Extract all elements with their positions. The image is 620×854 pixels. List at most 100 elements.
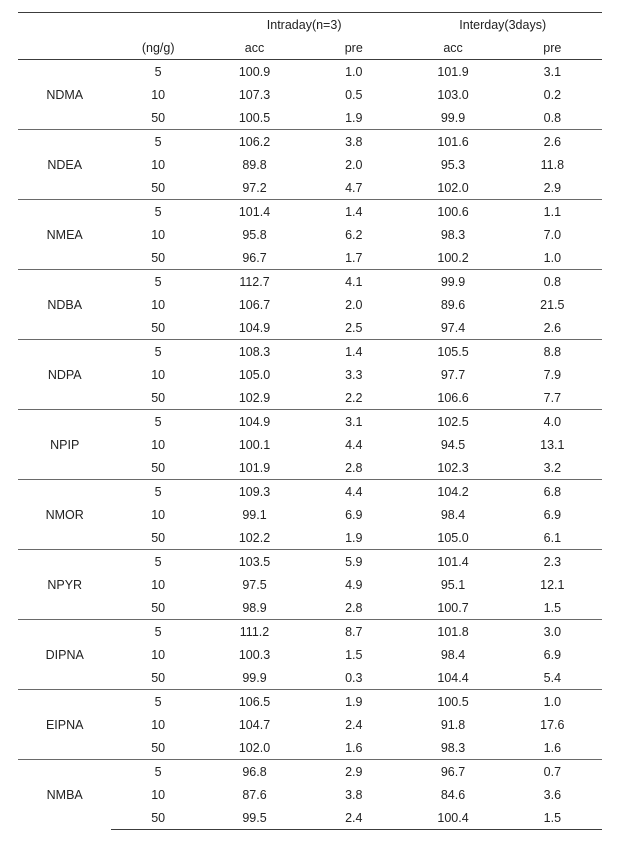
header-group-interday: Interday(3days) — [403, 13, 602, 37]
cell-intra-pre: 1.6 — [304, 736, 403, 760]
cell-inter-acc: 104.4 — [403, 666, 502, 690]
cell-intra-acc: 106.5 — [205, 690, 304, 714]
cell-inter-pre: 21.5 — [503, 293, 602, 316]
cell-intra-pre: 2.8 — [304, 596, 403, 620]
cell-intra-pre: 1.7 — [304, 246, 403, 270]
table-row: NMEA5101.41.4100.61.1 — [18, 200, 602, 224]
cell-inter-pre: 5.4 — [503, 666, 602, 690]
cell-intra-pre: 1.9 — [304, 106, 403, 130]
cell-inter-acc: 91.8 — [403, 713, 502, 736]
cell-conc: 5 — [111, 60, 204, 84]
cell-inter-pre: 13.1 — [503, 433, 602, 456]
table-row: NDPA5108.31.4105.58.8 — [18, 340, 602, 364]
cell-intra-pre: 0.5 — [304, 83, 403, 106]
cell-inter-pre: 1.0 — [503, 690, 602, 714]
cell-inter-acc: 102.0 — [403, 176, 502, 200]
table-row: NDBA5112.74.199.90.8 — [18, 270, 602, 294]
cell-intra-acc: 100.1 — [205, 433, 304, 456]
cell-conc: 5 — [111, 270, 204, 294]
cell-inter-acc: 101.6 — [403, 130, 502, 154]
cell-inter-pre: 1.5 — [503, 596, 602, 620]
cell-inter-acc: 95.1 — [403, 573, 502, 596]
cell-inter-acc: 97.4 — [403, 316, 502, 340]
cell-inter-pre: 3.1 — [503, 60, 602, 84]
cell-conc: 50 — [111, 176, 204, 200]
cell-inter-pre: 6.8 — [503, 480, 602, 504]
cell-inter-acc: 99.9 — [403, 106, 502, 130]
cell-intra-pre: 2.5 — [304, 316, 403, 340]
cell-inter-pre: 0.8 — [503, 106, 602, 130]
cell-conc: 5 — [111, 130, 204, 154]
cell-conc: 50 — [111, 596, 204, 620]
cell-conc: 5 — [111, 620, 204, 644]
cell-intra-pre: 1.5 — [304, 643, 403, 666]
cell-inter-acc: 97.7 — [403, 363, 502, 386]
cell-conc: 5 — [111, 410, 204, 434]
precision-accuracy-table: Intraday(n=3) Interday(3days) (ng/g) acc… — [18, 12, 602, 830]
compound-name: NMBA — [18, 760, 111, 830]
cell-intra-pre: 2.4 — [304, 806, 403, 830]
cell-intra-acc: 106.2 — [205, 130, 304, 154]
cell-intra-acc: 100.3 — [205, 643, 304, 666]
cell-intra-acc: 102.9 — [205, 386, 304, 410]
cell-conc: 5 — [111, 760, 204, 784]
cell-conc: 10 — [111, 83, 204, 106]
cell-intra-acc: 107.3 — [205, 83, 304, 106]
cell-intra-acc: 103.5 — [205, 550, 304, 574]
cell-inter-pre: 0.8 — [503, 270, 602, 294]
cell-inter-pre: 1.1 — [503, 200, 602, 224]
cell-inter-acc: 94.5 — [403, 433, 502, 456]
cell-inter-pre: 8.8 — [503, 340, 602, 364]
cell-inter-acc: 84.6 — [403, 783, 502, 806]
cell-intra-acc: 96.8 — [205, 760, 304, 784]
cell-conc: 50 — [111, 246, 204, 270]
cell-conc: 5 — [111, 550, 204, 574]
cell-inter-pre: 1.0 — [503, 246, 602, 270]
cell-intra-acc: 102.0 — [205, 736, 304, 760]
compound-name: NDMA — [18, 60, 111, 130]
cell-inter-acc: 105.0 — [403, 526, 502, 550]
cell-intra-pre: 2.4 — [304, 713, 403, 736]
compound-name: EIPNA — [18, 690, 111, 760]
cell-intra-acc: 99.9 — [205, 666, 304, 690]
cell-inter-acc: 98.3 — [403, 223, 502, 246]
compound-name: NDBA — [18, 270, 111, 340]
cell-intra-acc: 100.5 — [205, 106, 304, 130]
cell-intra-pre: 4.9 — [304, 573, 403, 596]
cell-intra-acc: 104.7 — [205, 713, 304, 736]
cell-inter-acc: 102.3 — [403, 456, 502, 480]
cell-conc: 10 — [111, 573, 204, 596]
cell-intra-acc: 99.5 — [205, 806, 304, 830]
cell-conc: 10 — [111, 363, 204, 386]
cell-conc: 5 — [111, 340, 204, 364]
cell-inter-pre: 3.2 — [503, 456, 602, 480]
header-conc: (ng/g) — [111, 36, 204, 60]
compound-name: NDEA — [18, 130, 111, 200]
cell-inter-pre: 6.9 — [503, 503, 602, 526]
header-intra-pre: pre — [304, 36, 403, 60]
compound-name: DIPNA — [18, 620, 111, 690]
cell-conc: 10 — [111, 643, 204, 666]
cell-conc: 50 — [111, 106, 204, 130]
cell-intra-acc: 97.5 — [205, 573, 304, 596]
cell-intra-pre: 4.4 — [304, 433, 403, 456]
table-row: NDEA5106.23.8101.62.6 — [18, 130, 602, 154]
cell-intra-pre: 1.4 — [304, 340, 403, 364]
cell-inter-pre: 6.1 — [503, 526, 602, 550]
cell-inter-acc: 104.2 — [403, 480, 502, 504]
cell-inter-acc: 98.4 — [403, 503, 502, 526]
cell-inter-pre: 7.0 — [503, 223, 602, 246]
cell-intra-acc: 98.9 — [205, 596, 304, 620]
cell-inter-pre: 6.9 — [503, 643, 602, 666]
cell-inter-acc: 103.0 — [403, 83, 502, 106]
cell-conc: 10 — [111, 153, 204, 176]
cell-intra-pre: 6.9 — [304, 503, 403, 526]
cell-intra-pre: 2.0 — [304, 293, 403, 316]
cell-intra-acc: 109.3 — [205, 480, 304, 504]
cell-intra-acc: 89.8 — [205, 153, 304, 176]
cell-inter-pre: 0.2 — [503, 83, 602, 106]
cell-inter-acc: 100.2 — [403, 246, 502, 270]
cell-inter-acc: 95.3 — [403, 153, 502, 176]
cell-intra-acc: 104.9 — [205, 316, 304, 340]
compound-name: NMEA — [18, 200, 111, 270]
